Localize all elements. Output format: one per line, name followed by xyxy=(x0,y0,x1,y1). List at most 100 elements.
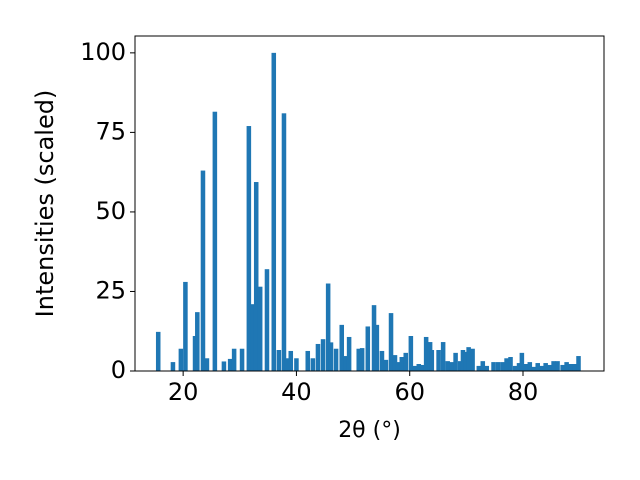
bar xyxy=(383,359,389,371)
bar xyxy=(281,113,287,372)
bar xyxy=(294,358,299,371)
bar xyxy=(466,347,471,371)
x-tick-label: 40 xyxy=(281,378,312,406)
bar xyxy=(231,348,237,371)
bar xyxy=(470,348,475,371)
bar xyxy=(403,352,409,371)
bar xyxy=(423,336,429,371)
bar xyxy=(343,356,348,371)
bar xyxy=(320,339,326,371)
bar xyxy=(178,348,184,371)
bar xyxy=(395,362,401,371)
bar xyxy=(531,366,537,371)
bar xyxy=(457,361,463,371)
bar xyxy=(155,331,161,371)
bar xyxy=(476,365,482,371)
bar xyxy=(543,363,548,371)
bar xyxy=(491,362,496,371)
bar xyxy=(399,357,405,371)
x-tick-label: 80 xyxy=(508,378,539,406)
bar xyxy=(440,342,446,371)
bar xyxy=(310,358,316,371)
bar xyxy=(576,356,581,371)
bar xyxy=(253,182,259,371)
bar xyxy=(271,52,277,371)
bar xyxy=(508,357,513,371)
bar xyxy=(408,336,414,371)
bar xyxy=(204,358,210,371)
bar xyxy=(276,350,282,371)
plot-area xyxy=(155,52,581,372)
bar xyxy=(527,362,533,371)
bar xyxy=(547,364,552,371)
bar xyxy=(460,350,466,371)
bar xyxy=(264,269,270,371)
y-tick-label: 100 xyxy=(80,38,126,66)
bar xyxy=(416,364,422,371)
bar xyxy=(356,348,362,371)
bar xyxy=(564,362,569,371)
bar xyxy=(436,350,441,371)
bar xyxy=(239,348,245,371)
bar xyxy=(495,362,501,371)
bar xyxy=(328,342,334,371)
bar xyxy=(305,350,311,371)
bar xyxy=(325,283,331,371)
bar xyxy=(392,355,398,371)
bar xyxy=(445,361,450,371)
bar xyxy=(551,361,556,371)
bar xyxy=(555,361,560,371)
bar xyxy=(365,326,371,371)
bar xyxy=(374,324,380,371)
bar xyxy=(453,352,458,371)
bar xyxy=(519,352,525,371)
bar xyxy=(227,358,233,371)
bar xyxy=(516,363,522,371)
y-tick-label: 50 xyxy=(95,197,126,225)
bar xyxy=(284,358,290,371)
bar xyxy=(212,111,218,372)
bar xyxy=(535,363,540,371)
bar xyxy=(346,336,352,371)
bar xyxy=(412,365,418,371)
bar xyxy=(429,350,435,371)
bar xyxy=(504,358,509,371)
bar xyxy=(195,312,200,371)
bar xyxy=(379,350,385,371)
bar xyxy=(484,365,490,371)
bar xyxy=(560,364,565,371)
bar xyxy=(572,364,577,371)
x-tick-label: 60 xyxy=(394,378,425,406)
bar xyxy=(388,313,394,371)
bar xyxy=(371,305,377,371)
bar xyxy=(288,350,294,371)
bar xyxy=(221,361,227,371)
bar xyxy=(333,348,339,371)
bar xyxy=(339,324,345,371)
bar xyxy=(500,362,505,371)
bar xyxy=(257,286,263,371)
bar xyxy=(523,364,529,371)
bar xyxy=(463,351,469,371)
bar xyxy=(200,170,206,371)
bar xyxy=(419,364,425,371)
y-tick-label: 25 xyxy=(95,276,126,304)
bar xyxy=(512,365,518,371)
y-axis-label: Intensities (scaled) xyxy=(31,90,59,318)
bar xyxy=(246,126,252,372)
x-tick-label: 20 xyxy=(168,378,199,406)
bar xyxy=(480,361,486,371)
bar xyxy=(170,362,176,371)
bar xyxy=(539,365,544,371)
y-tick-label: 0 xyxy=(111,356,126,384)
bar xyxy=(250,304,256,371)
bar xyxy=(449,362,454,371)
bar xyxy=(568,364,573,371)
x-axis-label: 2θ (°) xyxy=(338,418,401,443)
bar xyxy=(359,348,365,371)
bar xyxy=(183,281,188,371)
y-tick-label: 75 xyxy=(95,117,126,145)
axes-frame xyxy=(134,35,605,372)
bar xyxy=(315,343,321,371)
